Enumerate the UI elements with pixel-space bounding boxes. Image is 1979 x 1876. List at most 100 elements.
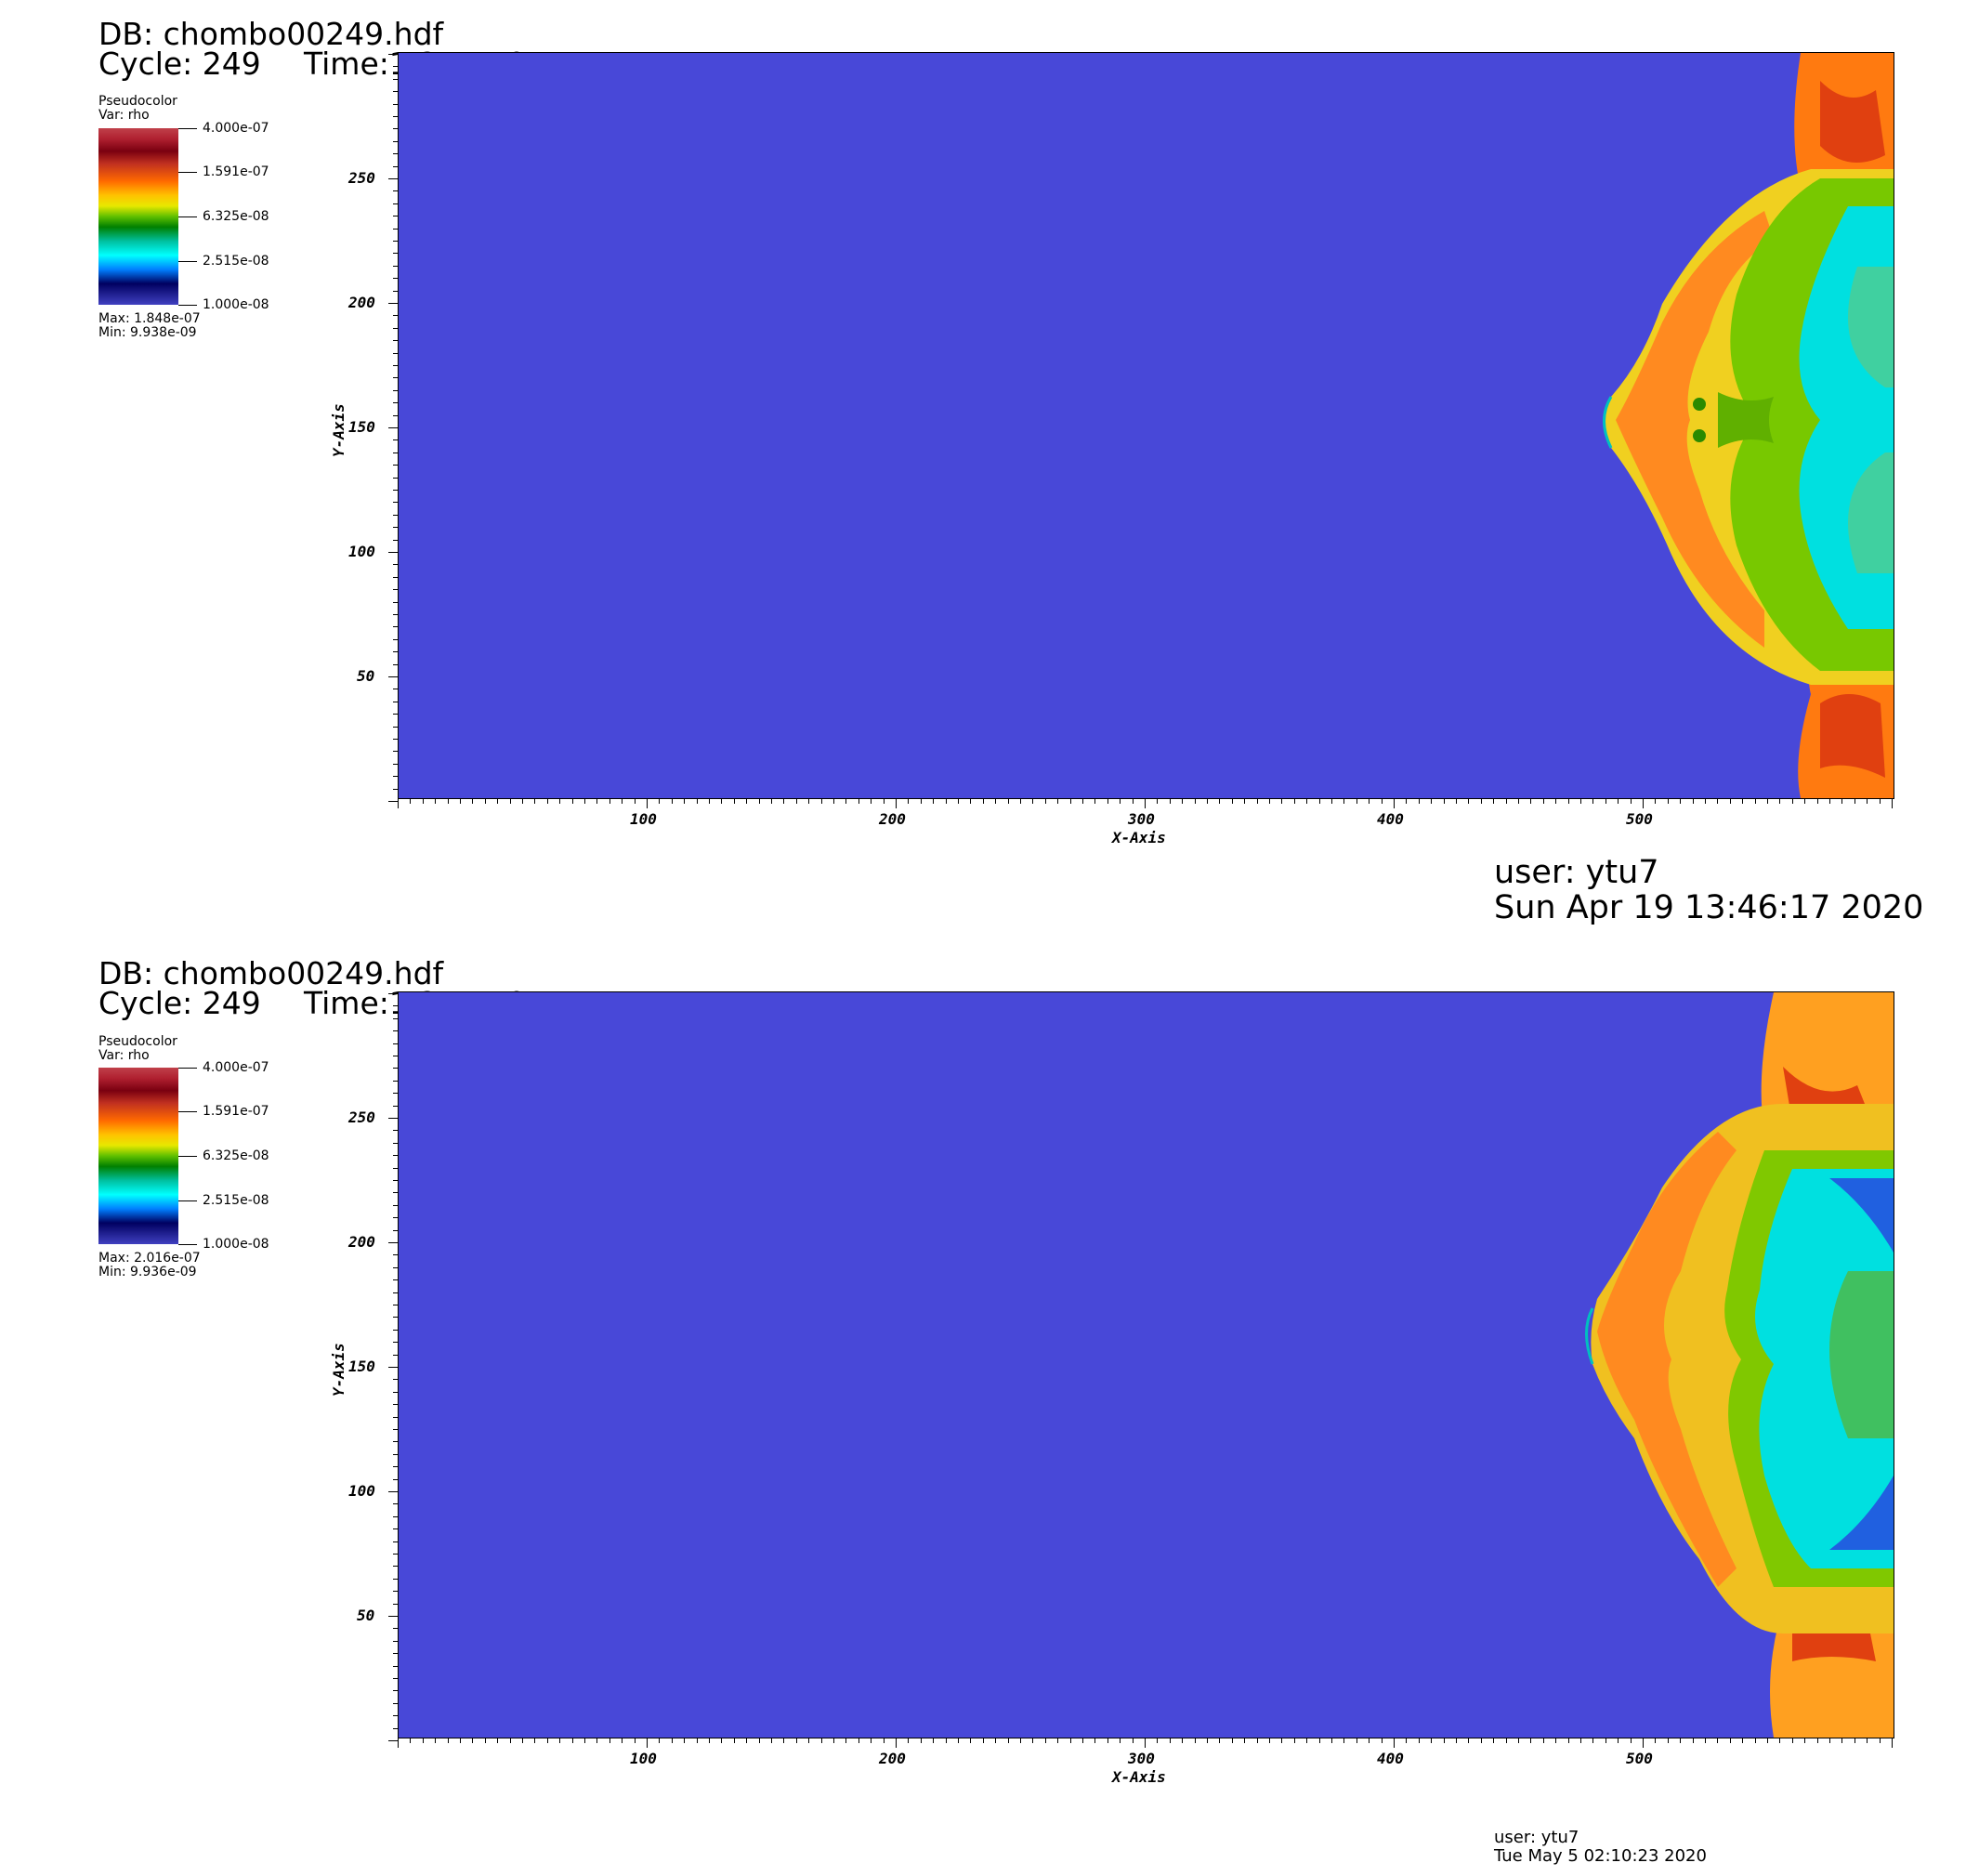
y-minor-tick [393,739,398,740]
color-bar-tick [178,1156,197,1157]
x-minor-tick [1443,799,1445,804]
x-minor-tick [398,799,399,808]
x-minor-tick [1318,799,1320,804]
y-minor-tick [393,514,398,516]
x-minor-tick [1754,1738,1756,1743]
y-minor-tick [393,1528,398,1530]
x-minor-tick [1804,1738,1806,1743]
legend-min: Min: 9.936e-09 [98,1265,197,1279]
y-minor-tick [388,427,398,428]
x-minor-tick [1505,1738,1507,1743]
x-minor-tick [970,1738,972,1743]
x-minor-tick [1107,799,1108,804]
x-minor-tick [1069,1738,1071,1743]
color-bar-tick [178,1068,197,1069]
x-minor-tick [1854,799,1855,804]
x-minor-tick [622,799,623,804]
x-minor-tick [1729,799,1731,804]
x-minor-tick [1567,799,1569,804]
x-tick-label: 300 [1128,810,1155,828]
y-minor-tick [393,1217,398,1219]
x-minor-tick [435,1738,437,1743]
y-tick-label: 100 [348,1482,375,1500]
y-minor-tick [393,1503,398,1505]
x-minor-tick [758,799,760,804]
x-tick-label: 100 [630,1750,657,1767]
x-minor-tick [1343,799,1345,804]
y-minor-tick [388,552,398,553]
x-minor-tick [671,799,673,804]
x-minor-tick [1841,1738,1843,1743]
y-minor-tick [393,1727,398,1729]
x-minor-tick [783,1738,785,1743]
y-minor-tick [388,993,398,994]
x-minor-tick [1580,1738,1581,1743]
x-minor-tick [1717,1738,1719,1743]
y-minor-tick [393,1554,398,1555]
x-minor-tick [746,799,748,804]
x-minor-tick [1293,799,1295,804]
y-minor-tick [393,1329,398,1331]
x-minor-tick [721,799,723,804]
x-minor-tick [1331,1738,1332,1743]
x-minor-tick [1418,799,1420,804]
x-minor-tick [1542,799,1544,804]
color-bar-tick [178,305,197,306]
x-minor-tick [1145,1738,1146,1748]
x-minor-tick [908,799,910,804]
y-minor-tick [388,54,398,55]
x-minor-tick [1020,1738,1021,1743]
y-minor-tick [393,1591,398,1593]
color-bar [98,128,178,305]
y-axis-title: Y-Axis [330,1343,347,1397]
y-minor-tick [393,203,398,204]
x-minor-tick [559,799,561,804]
y-minor-tick [393,539,398,541]
x-minor-tick [1306,1738,1308,1743]
y-minor-tick [393,1229,398,1231]
x-minor-tick [1044,1738,1046,1743]
y-minor-tick [388,676,398,677]
legend-min: Min: 9.938e-09 [98,325,197,340]
y-minor-tick [393,228,398,230]
y-minor-tick [393,638,398,640]
x-minor-tick [982,799,984,804]
x-minor-tick [522,1738,523,1743]
x-minor-tick [1269,799,1270,804]
x-minor-tick [584,799,585,804]
y-minor-tick [393,626,398,628]
x-minor-tick [1605,799,1606,804]
x-minor-tick [1256,1738,1258,1743]
y-tick-label: 200 [348,1233,375,1251]
x-minor-tick [1854,1738,1855,1743]
y-minor-tick [393,1005,398,1007]
x-minor-tick [1779,799,1781,804]
x-minor-tick [1032,1738,1034,1743]
x-minor-tick [1094,799,1096,804]
y-minor-tick [393,153,398,155]
x-minor-tick [1643,1738,1644,1748]
x-minor-tick [1456,799,1457,804]
x-minor-tick [1269,1738,1270,1743]
x-minor-tick [883,1738,885,1743]
y-minor-tick [393,1342,398,1344]
x-minor-tick [1841,799,1843,804]
y-minor-tick [393,352,398,354]
y-minor-tick [393,414,398,416]
y-minor-tick [393,1317,398,1318]
x-minor-tick [1867,799,1868,804]
x-minor-tick [995,799,997,804]
y-minor-tick [393,1017,398,1019]
x-tick-label: 200 [879,1750,906,1767]
x-minor-tick [1331,799,1332,804]
y-minor-tick [393,1266,398,1268]
y-minor-tick [393,788,398,790]
x-minor-tick [1468,799,1470,804]
color-bar [98,1068,178,1244]
x-minor-tick [845,799,847,804]
y-minor-tick [393,1254,398,1256]
x-minor-tick [1044,799,1046,804]
color-bar-label: 2.515e-08 [203,1193,269,1208]
x-minor-tick [1082,799,1083,804]
x-minor-tick [1431,1738,1433,1743]
